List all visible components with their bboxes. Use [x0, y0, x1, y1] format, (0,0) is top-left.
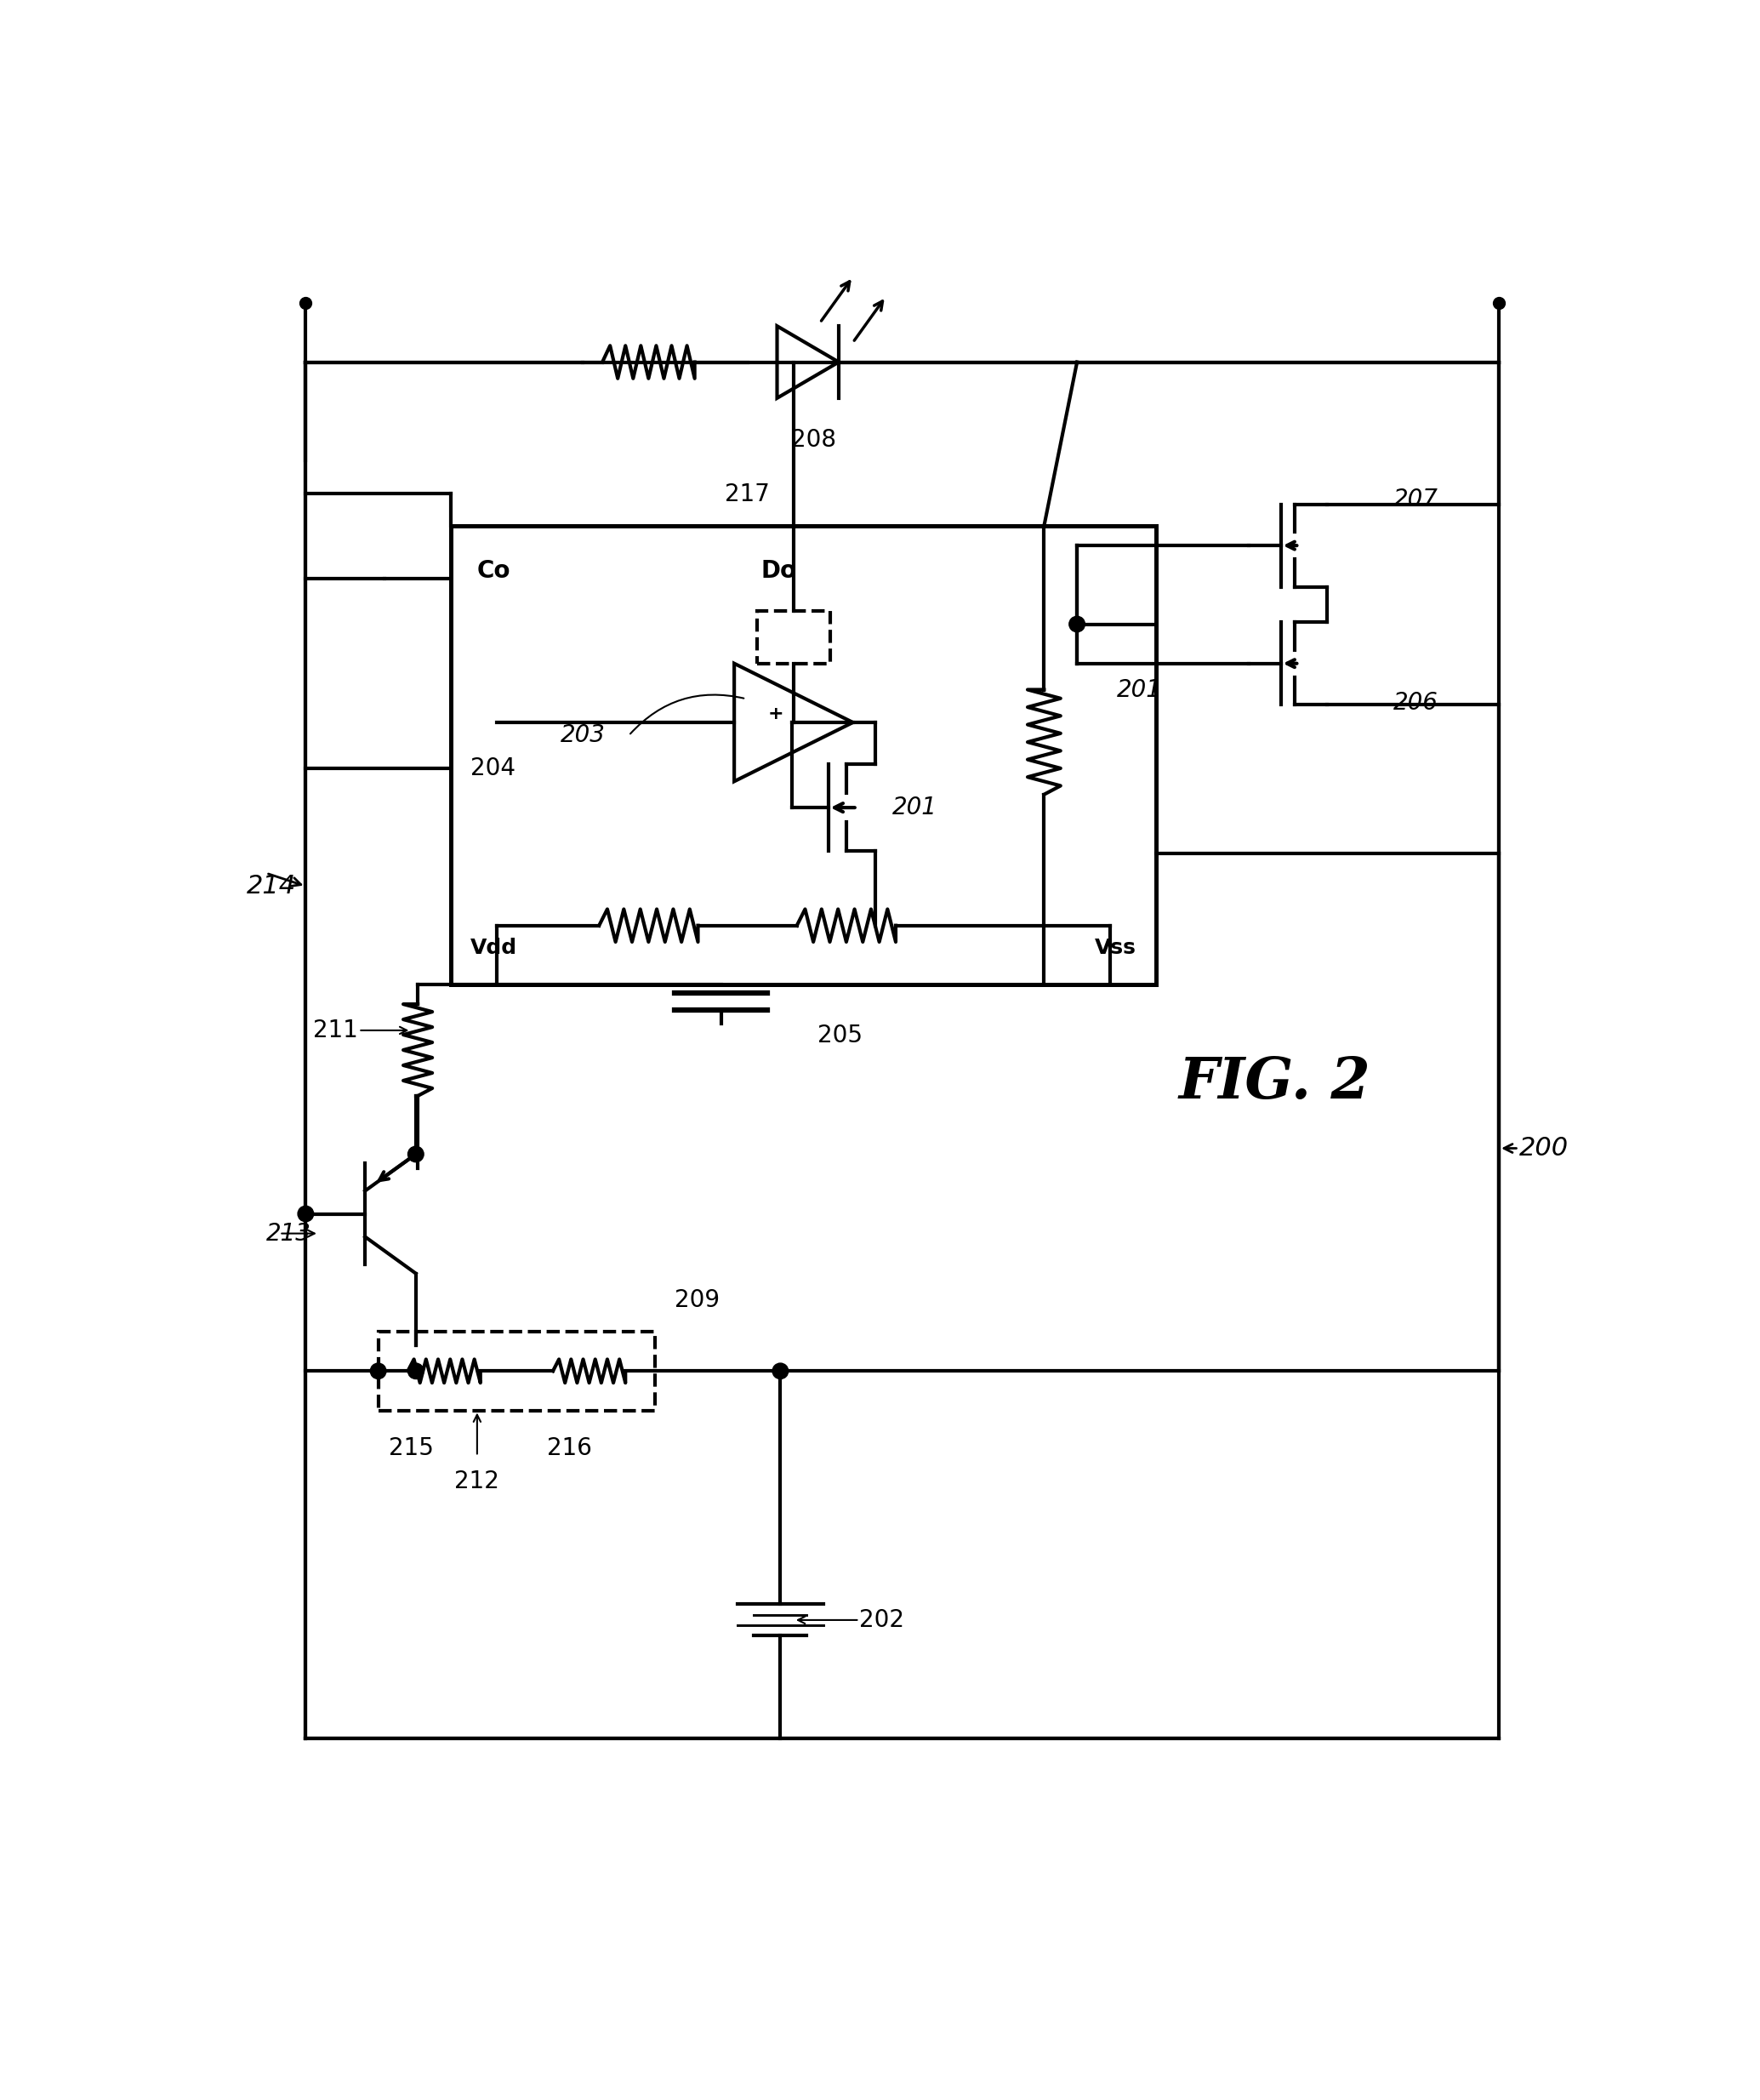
Text: 208: 208 [790, 428, 836, 452]
Text: FIG. 2: FIG. 2 [1179, 1054, 1371, 1111]
Text: Vss: Vss [1095, 939, 1137, 958]
Text: 207: 207 [1394, 487, 1438, 512]
Text: 205: 205 [817, 1025, 862, 1048]
Text: 201: 201 [892, 796, 938, 819]
Bar [378, 1331, 655, 1411]
Text: 213: 213 [266, 1222, 312, 1245]
Circle shape [1068, 615, 1084, 632]
Text: 217: 217 [725, 483, 769, 506]
Bar [757, 611, 829, 664]
Circle shape [370, 1363, 385, 1380]
Text: +: + [767, 706, 783, 722]
Circle shape [408, 1363, 424, 1380]
Bar [451, 525, 1156, 985]
Text: 203: 203 [560, 724, 605, 748]
Text: 216: 216 [547, 1436, 591, 1459]
Text: Do: Do [760, 559, 797, 582]
Circle shape [297, 1205, 313, 1222]
Text: Co: Co [477, 559, 510, 582]
Circle shape [408, 1147, 424, 1161]
Text: 212: 212 [454, 1470, 500, 1493]
Text: 202: 202 [859, 1609, 905, 1632]
Text: Vdd: Vdd [470, 939, 517, 958]
Text: 214: 214 [246, 874, 296, 899]
Text: 201: 201 [1116, 678, 1162, 701]
Text: 206: 206 [1394, 691, 1438, 714]
Text: 209: 209 [674, 1287, 720, 1312]
Circle shape [773, 1363, 788, 1380]
Text: 200: 200 [1519, 1136, 1568, 1161]
Text: 211: 211 [313, 1018, 359, 1042]
Text: 204: 204 [470, 756, 516, 781]
Text: 215: 215 [389, 1436, 433, 1459]
